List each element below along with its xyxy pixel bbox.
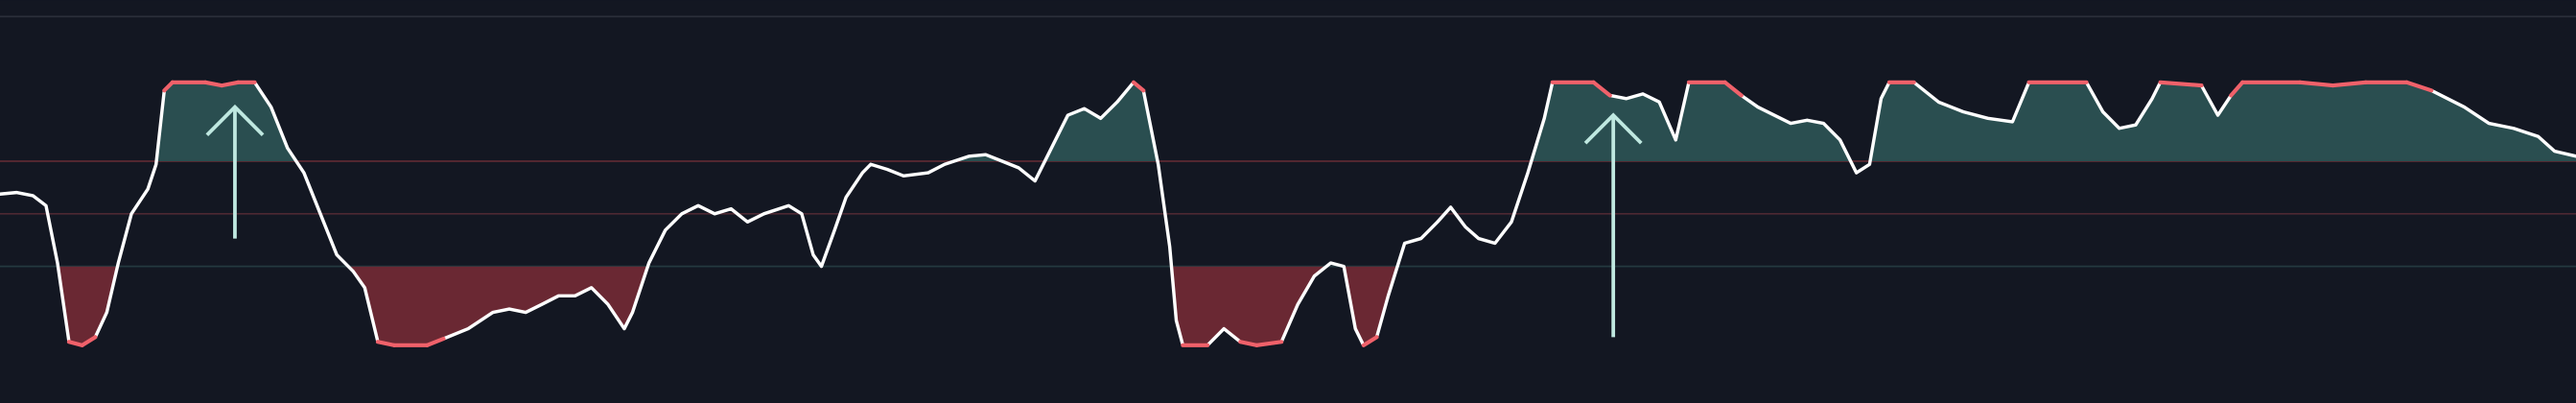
oscillator-line [0, 81, 2576, 347]
extreme-segment [203, 80, 224, 88]
extreme-segment [1722, 80, 1744, 98]
extreme-segment [2330, 80, 2368, 88]
extreme-segment [425, 336, 446, 347]
extreme-segment [1254, 340, 1284, 347]
extreme-segment [2229, 80, 2245, 98]
extreme-segment [1591, 80, 1612, 98]
extreme-segment [66, 340, 84, 347]
arrow-head [205, 104, 265, 137]
signal-arrow [1583, 112, 1643, 338]
extreme-segment [1131, 80, 1146, 93]
extreme-segment [375, 340, 397, 347]
arrow-head [1583, 112, 1643, 145]
extreme-segment [2158, 80, 2204, 88]
extreme-segment [1238, 340, 1259, 347]
extreme-segment [80, 335, 98, 347]
upper-zone-fill [0, 82, 2576, 162]
extreme-segment [2404, 80, 2434, 93]
lower-zone-fill [58, 266, 1398, 345]
extreme-segment [2298, 80, 2335, 88]
signal-arrow [205, 104, 265, 239]
extreme-segment [220, 80, 241, 88]
extreme-segment [1361, 335, 1379, 347]
